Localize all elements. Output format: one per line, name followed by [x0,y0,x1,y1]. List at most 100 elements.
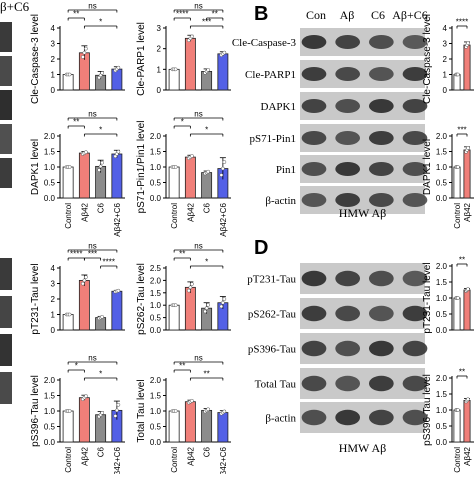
x-tick-label: Control [64,203,73,229]
y-tick-label: 1.0 [436,406,448,415]
blot-strip [0,90,12,120]
blot-band [402,375,428,392]
significance-label: * [205,258,208,267]
blot-row-label: β-actin [265,195,296,207]
blot-band [335,305,361,322]
y-tick-label: 0.0 [436,326,448,335]
bar-2 [95,414,107,443]
data-point [456,408,460,412]
data-point [97,168,101,172]
data-point [222,297,227,301]
left-blot-strips-top [0,22,12,188]
bar-2 [201,172,213,199]
x-tick-label: Aβ42 [186,202,195,221]
bar-1 [184,401,196,443]
y-tick-label: 3 [51,280,56,289]
blot-band [368,193,394,207]
blot-band [368,409,394,426]
western-blot-d: pT231-Tau pS262-Tau pS396-Tau Total Tau β-ac… [247,263,428,455]
blot-band [368,375,394,392]
data-point [84,394,88,399]
data-point [84,46,88,51]
y-axis-label: Cle-PARP1 level [136,22,147,96]
bar-0 [168,410,180,443]
blot-band [301,305,327,322]
blot-band [335,375,361,392]
y-axis-label: pS262-Tau level [136,263,147,335]
significance-label: * [181,118,184,127]
data-point [67,165,72,169]
y-tick-label: 0.0 [436,438,448,447]
x-tick-label: Control [453,203,462,229]
significance-label: ns [88,2,96,11]
western-blot-b: Con Aβ C6 Aβ+C6 Cle-Caspase-3 Cle-PARP1 DAPK1 p… [232,8,428,220]
bar-1 [78,152,90,199]
chart-ps396-tau: pS396-Tau level 0.00.51.01.52.0ns**Contro… [30,354,125,479]
significance-label: ** [73,10,79,19]
bar-0 [453,166,461,199]
blot-band [368,162,394,176]
y-tick-label: 1.0 [436,163,448,172]
blot-strip [0,56,12,86]
bar-1 [78,279,90,331]
data-point [173,165,178,169]
x-tick-label: C6 [203,202,212,213]
blot-band [402,340,428,357]
data-point [466,397,470,402]
x-tick-label: Aβ42 [463,446,472,465]
y-axis-label: Total Tau level [136,379,147,442]
chart-pt231-tau-d: pT231-Tau level 0.0 0.5 1.0 1.5 2.0 ** [422,256,474,335]
significance-label: *** [88,250,97,259]
data-point [113,414,118,418]
y-tick-label: 3 [51,40,56,49]
data-point [82,50,87,55]
data-point [456,296,460,300]
data-point [222,50,227,55]
y-tick-label: 1.0 [150,163,162,172]
bar-0 [168,166,180,199]
data-point [190,154,194,158]
y-tick-label: 1.0 [150,301,162,310]
blot-strip [0,22,12,52]
blot-strip [0,124,12,154]
y-axis-label: DAPK1 level [422,139,433,195]
chart-ps71-pin1: pS71-Pin1/Pin1 level 0.00.51.01.52.0ns**C… [136,110,231,237]
blot-band [368,131,394,145]
data-point [466,41,470,46]
x-tick-label: Aβ42+C6 [219,446,228,474]
data-point [466,287,470,291]
y-tick-label: 1 [51,71,56,80]
y-tick-label: 0.5 [436,422,448,431]
significance-label: ns [194,2,202,11]
significance-label: **** [456,18,468,27]
y-tick-label: 0.5 [44,179,56,188]
y-tick-label: 1 [157,65,162,74]
blot-band [335,35,361,49]
data-point [67,72,72,77]
y-tick-label: 1.5 [150,148,162,157]
significance-label: * [99,370,102,379]
data-point [67,409,72,413]
y-tick-label: 2.0 [150,132,162,141]
y-tick-label: 0.5 [150,423,162,432]
y-tick-label: 0.5 [44,423,56,432]
y-tick-label: 1.5 [150,289,162,298]
significance-label: ** [73,118,79,127]
blot-band [402,270,428,287]
bar-1 [463,44,471,91]
blot-band [301,162,327,176]
y-axis-label: pS396-Tau level [30,375,41,447]
significance-label: ** [459,368,465,377]
y-tick-label: 2 [51,295,56,304]
data-point [187,288,191,293]
blot-row-label: pS71-Pin1 [250,133,296,145]
x-tick-label: Control [64,447,73,473]
bar-3 [111,153,123,199]
blot-strip [0,158,12,188]
data-point [116,402,121,407]
y-tick-label: 0 [51,326,56,335]
blot-band [301,270,327,287]
x-tick-label: Aβ42+C6 [219,202,228,236]
